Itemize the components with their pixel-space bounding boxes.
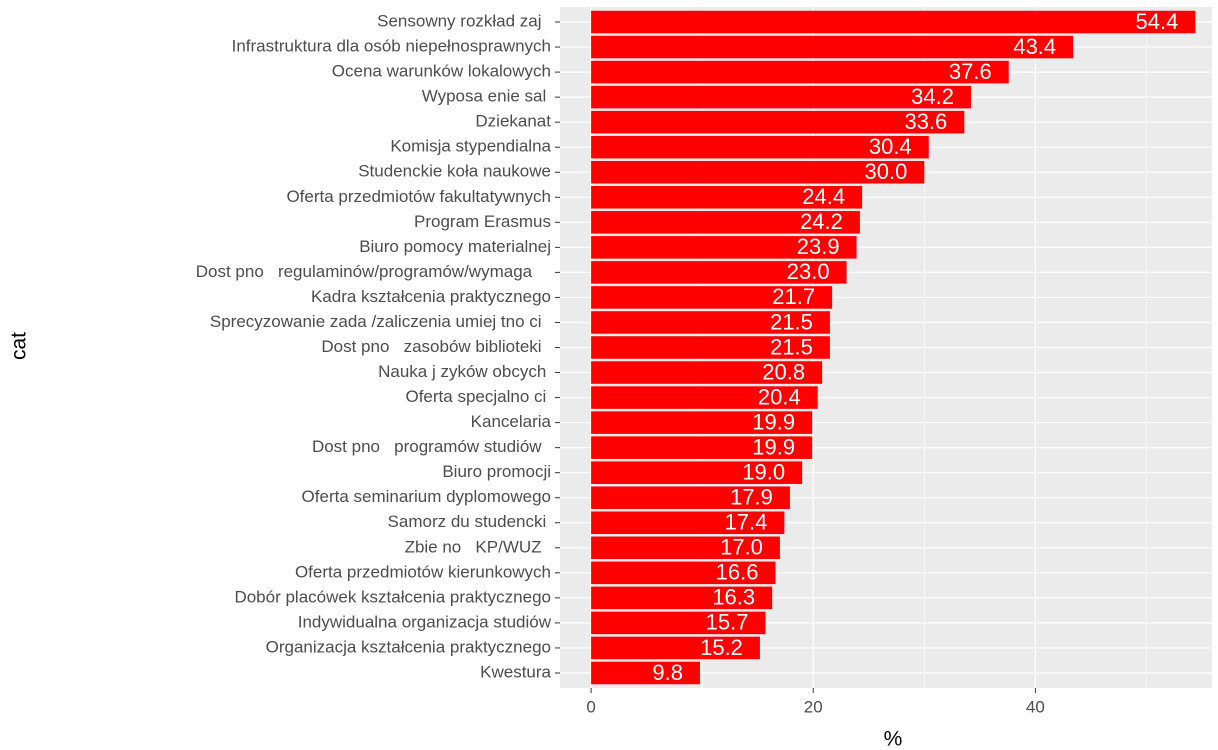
- y-tick-label: Nauka j zyków obcych: [378, 362, 551, 381]
- y-tick-label: Wyposa enie sal: [422, 87, 551, 106]
- bar: [591, 536, 780, 560]
- bar: [591, 236, 857, 259]
- y-tick-label: Sprecyzowanie zada /zaliczenia umiej tno…: [210, 312, 551, 331]
- value-label: 20.8: [762, 359, 805, 384]
- value-label: 37.6: [949, 59, 992, 84]
- bar: [591, 636, 760, 660]
- y-tick-label: Ocena warunków lokalowych: [332, 62, 551, 81]
- y-tick-label: Dost pno regulaminów/programów/wymaga: [196, 262, 551, 281]
- bar: [591, 386, 818, 409]
- value-label: 16.3: [712, 585, 755, 610]
- value-label: 24.4: [802, 184, 845, 209]
- value-label: 19.0: [742, 459, 785, 484]
- y-tick-label: Studenckie koła naukowe: [358, 162, 551, 181]
- x-tick-label: 40: [1026, 697, 1045, 716]
- value-label: 34.2: [911, 84, 954, 109]
- value-label: 20.4: [758, 384, 801, 409]
- y-tick-label: Oferta specjalno ci: [405, 387, 551, 406]
- bar: [591, 286, 833, 309]
- bar: [591, 60, 1009, 84]
- bar: [591, 411, 813, 434]
- value-label: 16.6: [716, 560, 759, 585]
- value-label: 54.4: [1136, 9, 1179, 34]
- y-tick-label: Oferta przedmiotów fakultatywnych: [286, 187, 551, 206]
- y-tick-label: Biuro promocji: [442, 462, 551, 481]
- bar: [591, 211, 860, 234]
- value-label: 21.7: [772, 284, 815, 309]
- x-tick-label: 0: [586, 697, 595, 716]
- y-tick-label: Dost pno programów studiów: [312, 437, 551, 456]
- value-label: 17.0: [720, 535, 763, 560]
- bar: [591, 561, 776, 585]
- bar: [591, 511, 785, 535]
- bar: [591, 486, 790, 509]
- value-label: 17.4: [725, 510, 768, 535]
- bar: [591, 661, 700, 685]
- bar: [591, 336, 830, 359]
- value-label: 15.2: [700, 635, 743, 660]
- y-tick-label: Organizacja kształcenia praktycznego: [266, 637, 551, 656]
- bar: [591, 436, 813, 459]
- y-tick-label: Dobór placówek kształcenia praktycznego: [234, 587, 551, 606]
- value-label: 30.0: [864, 159, 907, 184]
- x-axis-title: %: [884, 728, 903, 750]
- y-tick-label: Samorz du studencki: [388, 512, 551, 531]
- x-tick-label: 20: [804, 697, 823, 716]
- bar: [591, 35, 1074, 59]
- y-tick-label: Indywidualna organizacja studiów: [298, 612, 552, 631]
- y-tick-label: Komisja stypendialna: [390, 137, 551, 156]
- y-tick-label: Zbie no KP/WUZ: [405, 537, 551, 556]
- value-label: 21.5: [770, 309, 813, 334]
- bar: [591, 611, 766, 635]
- y-axis-title: cat: [8, 332, 31, 360]
- value-label: 30.4: [869, 134, 912, 159]
- y-tick-label: Infrastruktura dla osób niepełnosprawnyc…: [232, 37, 551, 56]
- value-label: 43.4: [1013, 34, 1056, 59]
- bar: [591, 135, 929, 159]
- bar: [591, 110, 965, 134]
- bar: [591, 311, 830, 334]
- bar: [591, 361, 823, 384]
- value-label: 19.9: [752, 434, 795, 459]
- y-tick-label: Oferta seminarium dyplomowego: [302, 487, 551, 506]
- value-label: 23.0: [787, 259, 830, 284]
- bar: [591, 85, 971, 109]
- bar: [591, 186, 863, 209]
- bar: [591, 461, 803, 484]
- value-label: 21.5: [770, 334, 813, 359]
- y-tick-label: Oferta przedmiotów kierunkowych: [295, 562, 551, 581]
- value-label: 19.9: [752, 409, 795, 434]
- value-label: 33.6: [904, 109, 947, 134]
- value-label: 17.9: [730, 485, 773, 510]
- bar: [591, 261, 847, 284]
- y-tick-label: Sensowny rozkład zaj: [377, 12, 551, 31]
- bar: [591, 160, 925, 184]
- y-tick-label: Biuro pomocy materialnej: [359, 237, 551, 256]
- value-label: 9.8: [652, 660, 683, 685]
- y-tick-label: Kadra kształcenia praktycznego: [311, 287, 551, 306]
- y-tick-label: Dost pno zasobów biblioteki: [321, 337, 551, 356]
- bar: [591, 10, 1196, 34]
- value-label: 15.7: [706, 610, 749, 635]
- value-label: 24.2: [800, 209, 843, 234]
- y-tick-label: Dziekanat: [475, 112, 551, 131]
- y-tick-label: Program Erasmus: [414, 212, 551, 231]
- value-label: 23.9: [797, 234, 840, 259]
- y-tick-label: Kwestura: [480, 662, 551, 681]
- bar: [591, 586, 773, 610]
- y-tick-label: Kancelaria: [471, 412, 552, 431]
